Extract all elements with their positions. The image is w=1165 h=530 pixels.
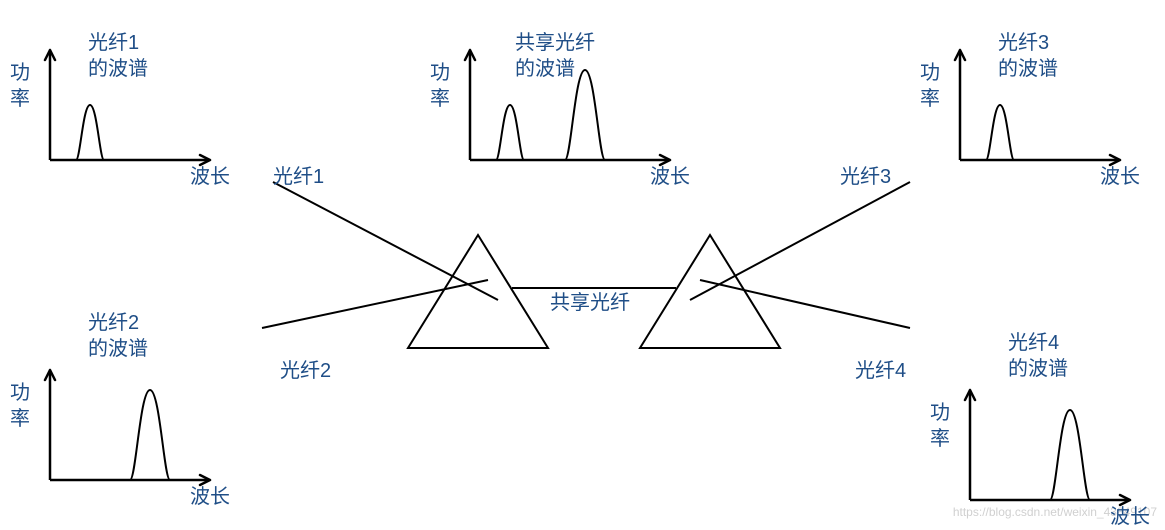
ray-fiber2 xyxy=(262,280,488,328)
ray-fiber3 xyxy=(690,182,910,300)
x-axis-label-shared: 波长 xyxy=(650,164,690,190)
spectrum-title-fiber3: 光纤3 的波谱 xyxy=(998,30,1058,82)
spectrum-title-fiber4: 光纤4 的波谱 xyxy=(1008,330,1068,382)
y-axis-label-fiber3: 功 率 xyxy=(920,60,940,112)
y-axis-label-shared: 功 率 xyxy=(430,60,450,112)
ray-fiber2-label: 光纤2 xyxy=(280,358,331,384)
spectrum-title-fiber2: 光纤2 的波谱 xyxy=(88,310,148,362)
y-axis-label-fiber4: 功 率 xyxy=(930,400,950,452)
spectrum-title-fiber1: 光纤1 的波谱 xyxy=(88,30,148,82)
x-axis-label-fiber4: 波长 xyxy=(1110,504,1150,530)
ray-fiber4-label: 光纤4 xyxy=(855,358,906,384)
shared-fiber-label: 共享光纤 xyxy=(550,290,630,316)
y-axis-label-fiber2: 功 率 xyxy=(10,380,30,432)
spectrum-title-shared: 共享光纤 的波谱 xyxy=(515,30,595,82)
ray-fiber1-label: 光纤1 xyxy=(273,164,324,190)
prism-left xyxy=(408,235,548,348)
prism-right xyxy=(640,235,780,348)
y-axis-label-fiber1: 功 率 xyxy=(10,60,30,112)
ray-fiber4 xyxy=(700,280,910,328)
x-axis-label-fiber2: 波长 xyxy=(190,484,230,510)
x-axis-label-fiber3: 波长 xyxy=(1100,164,1140,190)
ray-fiber1 xyxy=(273,182,498,300)
ray-fiber3-label: 光纤3 xyxy=(840,164,891,190)
x-axis-label-fiber1: 波长 xyxy=(190,164,230,190)
